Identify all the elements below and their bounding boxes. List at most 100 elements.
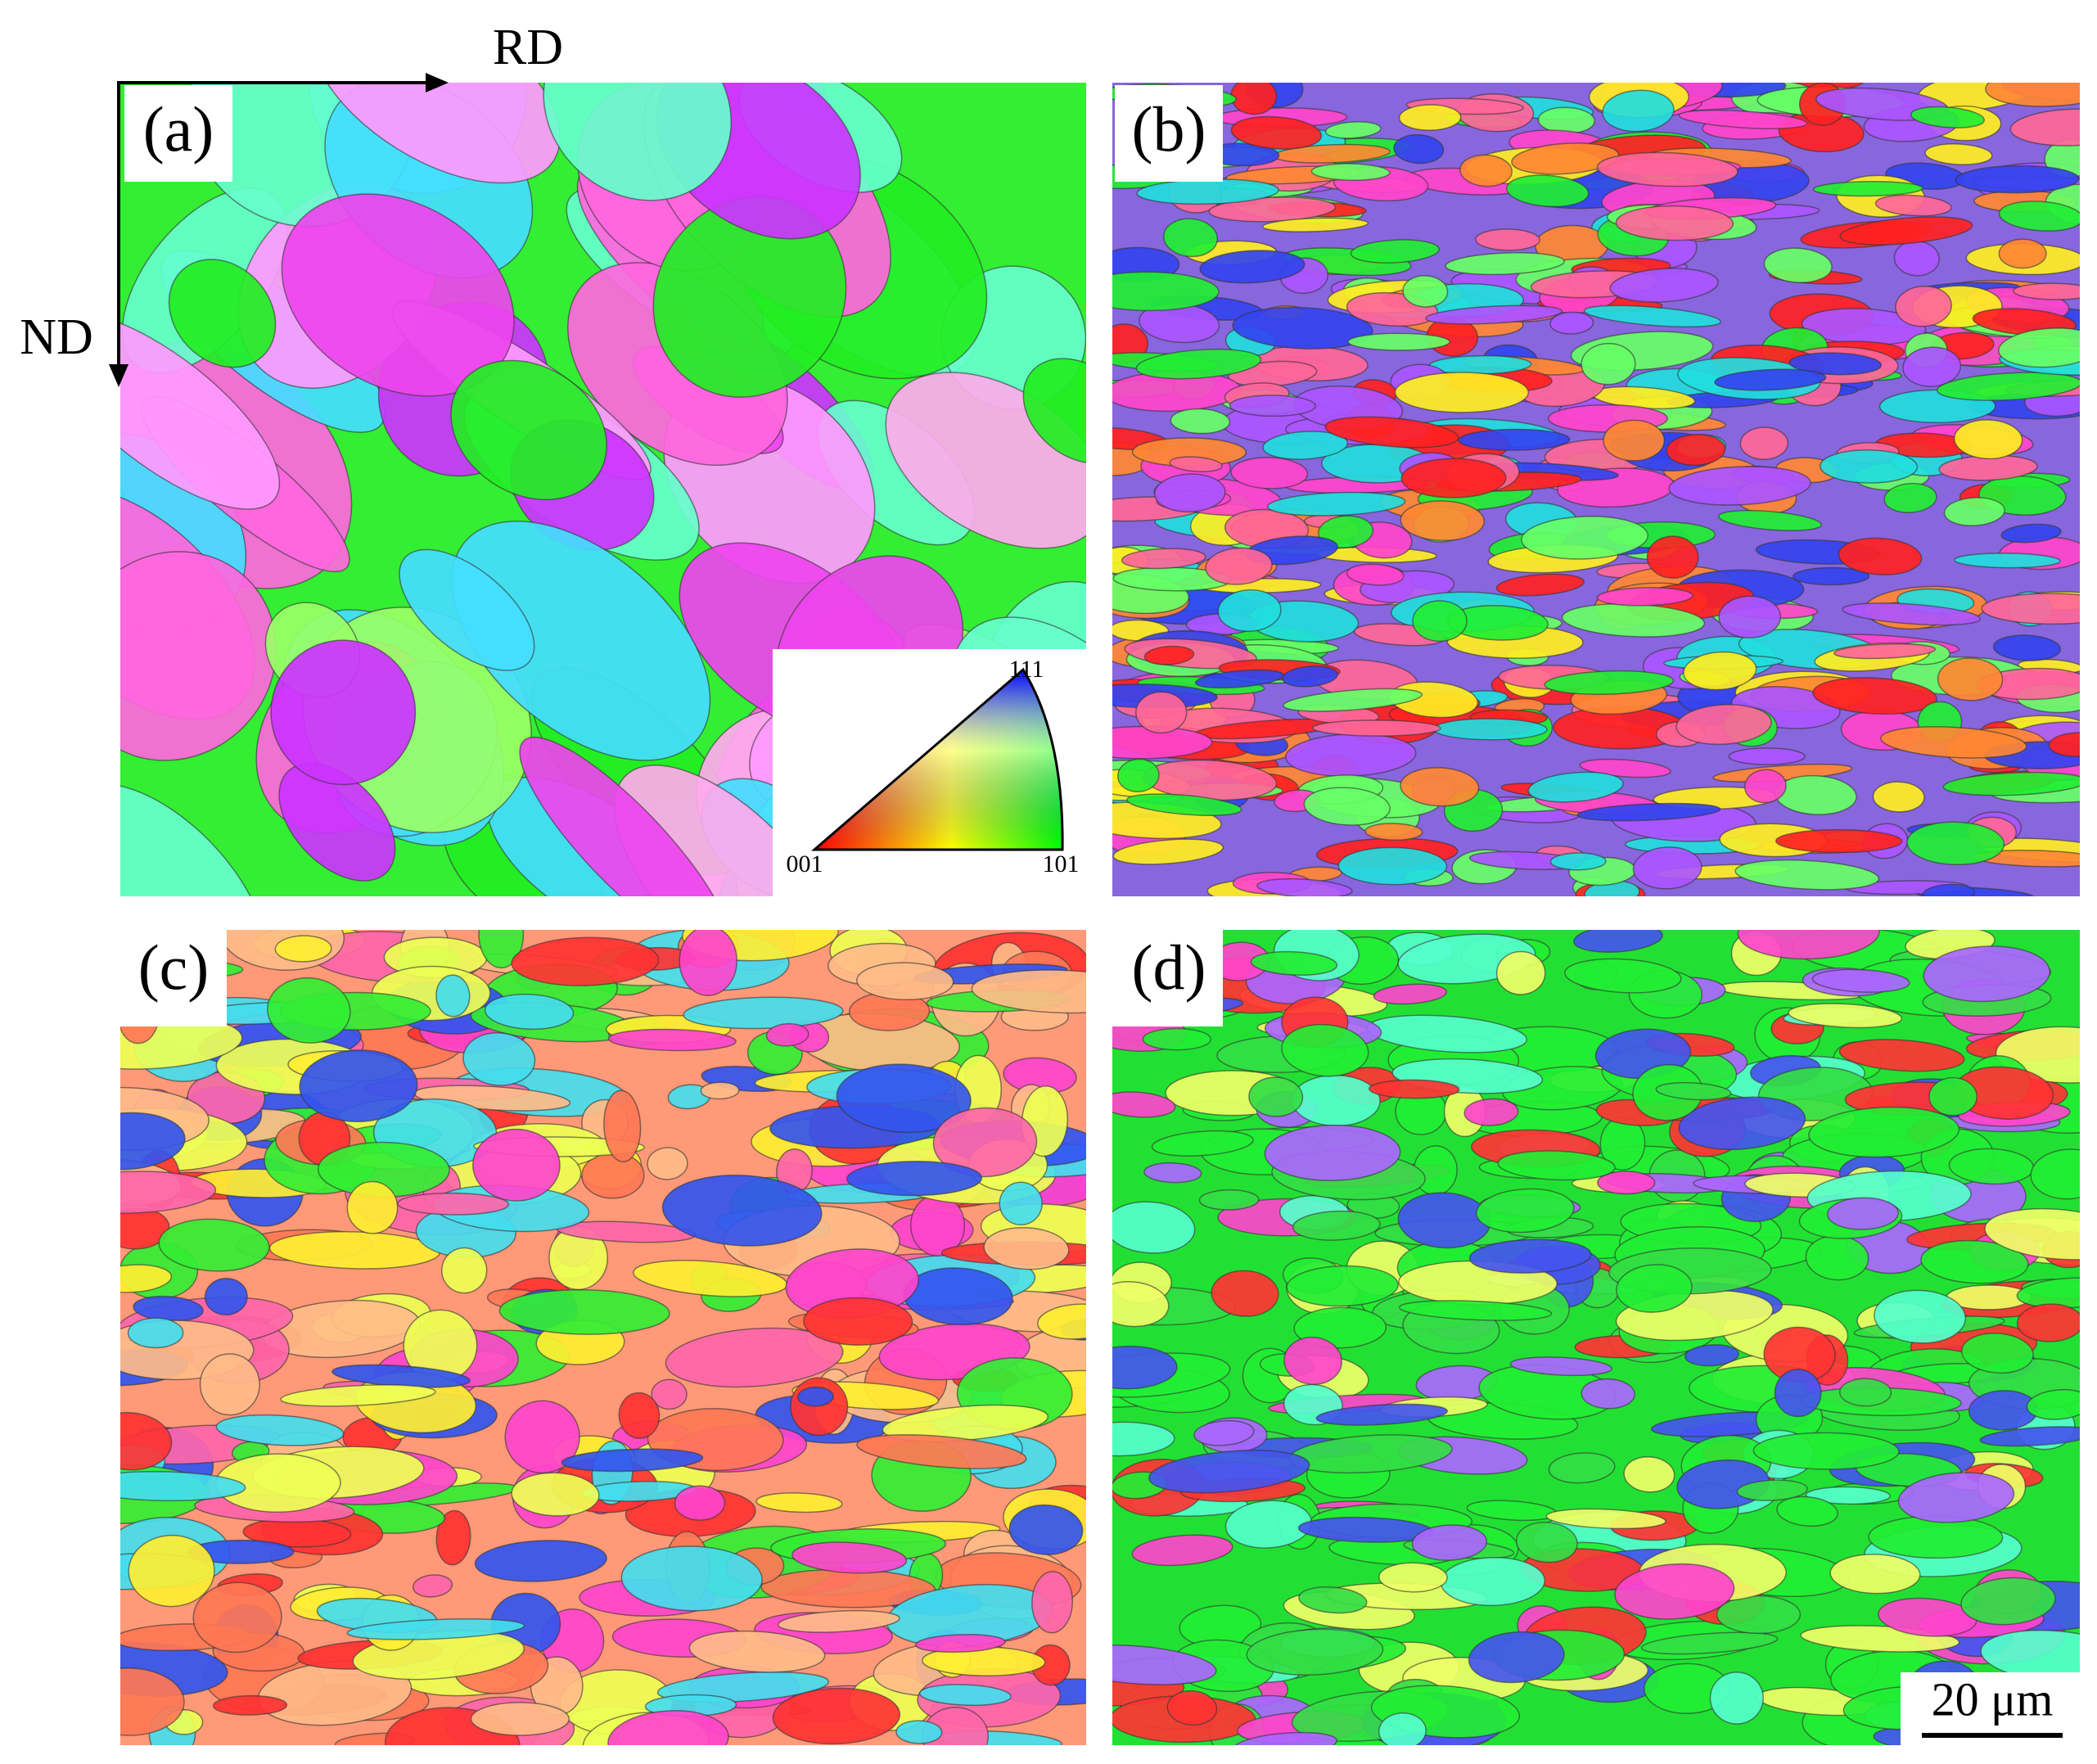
grain <box>399 548 535 671</box>
grain <box>1792 566 1870 586</box>
grain <box>280 1384 436 1407</box>
grain <box>1776 1496 1838 1527</box>
grain <box>1166 1690 1218 1726</box>
grain <box>1468 1631 1565 1684</box>
grain <box>1883 482 1937 514</box>
grain <box>1131 1534 1233 1567</box>
grain <box>1774 1369 1822 1418</box>
grain <box>1788 352 1883 376</box>
grain <box>603 1090 642 1162</box>
grain <box>1324 120 1382 139</box>
grain <box>1311 720 1441 737</box>
panel-label: (d) <box>1132 932 1206 1003</box>
grain <box>1718 595 1782 638</box>
ebsd-map <box>1112 930 2080 1745</box>
grain <box>1286 1265 1399 1307</box>
grain <box>1230 115 1323 150</box>
grain <box>1820 449 1919 484</box>
grain <box>983 1227 1070 1270</box>
grain <box>1548 1452 1616 1484</box>
grain <box>1217 589 1282 633</box>
grain <box>1282 665 1338 688</box>
grain <box>1936 372 2080 401</box>
grain <box>1576 802 1721 822</box>
arrow-head <box>426 73 449 92</box>
grain <box>1581 342 1636 386</box>
grain <box>1838 1039 1965 1072</box>
grain <box>1564 958 1682 994</box>
grain <box>1445 252 1565 276</box>
grain <box>1230 83 1278 115</box>
grain <box>1880 726 2027 759</box>
grain <box>462 1032 536 1086</box>
grain <box>1874 194 1952 217</box>
grain <box>607 1710 729 1745</box>
grain <box>1378 1712 1427 1745</box>
grain <box>1581 1378 1635 1410</box>
grain <box>1154 473 1226 513</box>
grain <box>1878 1597 1977 1637</box>
grain <box>1112 1091 1176 1118</box>
grain <box>1142 1027 1212 1051</box>
grain <box>412 1574 453 1598</box>
grain <box>1549 311 1594 335</box>
grain <box>1955 165 2080 194</box>
grain <box>777 1609 900 1633</box>
arrow-head <box>109 364 129 387</box>
grain <box>1998 327 2080 368</box>
grain <box>803 1297 913 1346</box>
grain <box>1743 769 1787 804</box>
ipf-label: 001 <box>787 850 823 877</box>
grain <box>700 1081 740 1100</box>
grain <box>1298 1586 1368 1614</box>
grain <box>1549 852 1607 871</box>
grain <box>1394 372 1530 413</box>
grain <box>484 993 575 1031</box>
grain <box>1752 1432 1900 1470</box>
grain <box>1736 1479 1808 1501</box>
grain <box>1398 1300 1553 1321</box>
grain <box>1476 1188 1575 1234</box>
grain <box>1895 285 1952 327</box>
grain <box>1310 163 1391 181</box>
grain <box>1763 247 1833 283</box>
grain <box>1808 1106 1960 1158</box>
grain <box>199 1353 260 1416</box>
grain <box>914 1634 1006 1653</box>
grain <box>1910 106 1985 129</box>
grain <box>1425 305 1563 325</box>
grain <box>1985 83 2080 107</box>
grain <box>1324 416 1459 449</box>
grain <box>1267 491 1406 517</box>
grain <box>1163 218 1219 258</box>
grain <box>1256 877 1353 896</box>
grain <box>971 969 1086 1014</box>
grain <box>1678 109 1808 129</box>
grain <box>1545 1508 1666 1530</box>
grain <box>543 83 733 201</box>
grain <box>212 1694 288 1716</box>
grain <box>1937 657 2004 702</box>
grain <box>1378 1562 1448 1593</box>
grain <box>674 1485 726 1521</box>
grain <box>451 521 711 761</box>
grain <box>2000 523 2062 544</box>
grain <box>836 1063 972 1134</box>
grain <box>1198 1189 1260 1211</box>
grain <box>120 1264 173 1293</box>
grain <box>1121 548 1206 570</box>
ebsd-map <box>1112 83 2080 896</box>
grain <box>1291 1074 1381 1127</box>
grain <box>1246 1628 1384 1676</box>
grain <box>1264 1124 1401 1181</box>
grain <box>1597 1171 1656 1195</box>
grain <box>127 1317 184 1349</box>
grain <box>1596 151 1738 187</box>
grain <box>765 1022 809 1047</box>
grain <box>1920 1239 2029 1284</box>
grain <box>1281 1023 1369 1077</box>
grain <box>1008 1504 1084 1555</box>
ipf-label: 111 <box>1009 656 1044 683</box>
grain <box>755 1492 843 1514</box>
